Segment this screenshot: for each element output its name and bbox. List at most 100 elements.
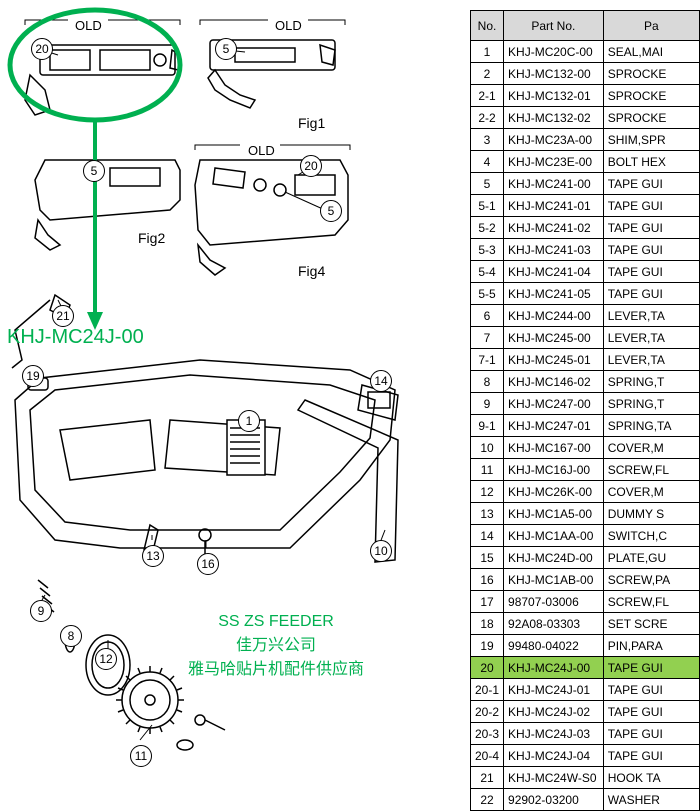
cell-no: 16 (471, 569, 504, 591)
cell-no: 5-3 (471, 239, 504, 261)
cell-partno: KHJ-MC16J-00 (504, 459, 604, 481)
cell-no: 8 (471, 371, 504, 393)
cell-partno: KHJ-MC1AB-00 (504, 569, 604, 591)
cell-partno: KHJ-MC247-00 (504, 393, 604, 415)
cell-no: 2-2 (471, 107, 504, 129)
cell-no: 5-2 (471, 217, 504, 239)
cell-partname: COVER,M (603, 481, 699, 503)
cell-no: 19 (471, 635, 504, 657)
cell-partno: KHJ-MC24J-02 (504, 701, 604, 723)
cell-no: 14 (471, 525, 504, 547)
callout-11: 11 (130, 745, 152, 767)
cell-no: 2-1 (471, 85, 504, 107)
cell-partno: KHJ-MC20C-00 (504, 41, 604, 63)
table-row: 21KHJ-MC24W-S0HOOK TA (471, 767, 700, 789)
callout-14: 14 (370, 370, 392, 392)
cell-no: 5 (471, 173, 504, 195)
cell-partno: KHJ-MC244-00 (504, 305, 604, 327)
cell-partno: KHJ-MC132-00 (504, 63, 604, 85)
cell-partno: KHJ-MC241-04 (504, 261, 604, 283)
cell-partname: SPROCKE (603, 107, 699, 129)
cell-partno: KHJ-MC241-01 (504, 195, 604, 217)
callout-16: 16 (197, 553, 219, 575)
table-row: 1892A08-03303SET SCRE (471, 613, 700, 635)
cell-partno: 98707-03006 (504, 591, 604, 613)
table-row: 12KHJ-MC26K-00COVER,M (471, 481, 700, 503)
cell-no: 3 (471, 129, 504, 151)
cell-partno: KHJ-MC132-02 (504, 107, 604, 129)
cell-partname: SPROCKE (603, 63, 699, 85)
cell-no: 20-1 (471, 679, 504, 701)
table-row: 20-4KHJ-MC24J-04TAPE GUI (471, 745, 700, 767)
cell-partname: SCREW,FL (603, 459, 699, 481)
cell-partno: 92A08-03303 (504, 613, 604, 635)
cell-no: 18 (471, 613, 504, 635)
cell-partname: LEVER,TA (603, 349, 699, 371)
info-line3: 雅马哈贴片机配件供应商 (188, 658, 364, 682)
cell-partname: HOOK TA (603, 767, 699, 789)
cell-no: 20-4 (471, 745, 504, 767)
col-no: No. (471, 11, 504, 41)
cell-no: 1 (471, 41, 504, 63)
callout-12: 12 (95, 648, 117, 670)
callout-13: 13 (142, 545, 164, 567)
table-row: 1999480-04022PIN,PARA (471, 635, 700, 657)
cell-no: 9 (471, 393, 504, 415)
cell-partname: SCREW,FL (603, 591, 699, 613)
cell-partname: PLATE,GU (603, 547, 699, 569)
table-row: 5-4KHJ-MC241-04TAPE GUI (471, 261, 700, 283)
cell-no: 7-1 (471, 349, 504, 371)
cell-no: 20 (471, 657, 504, 679)
table-row: 10KHJ-MC167-00COVER,M (471, 437, 700, 459)
cell-partname: SCREW,PA (603, 569, 699, 591)
table-row: 5-2KHJ-MC241-02TAPE GUI (471, 217, 700, 239)
fig-label: Fig4 (298, 263, 325, 279)
cell-partname: SPRING,T (603, 371, 699, 393)
table-row: 14KHJ-MC1AA-00SWITCH,C (471, 525, 700, 547)
table-row: 20KHJ-MC24J-00TAPE GUI (471, 657, 700, 679)
table-row: 9-1KHJ-MC247-01SPRING,TA (471, 415, 700, 437)
cell-no: 10 (471, 437, 504, 459)
table-row: 5-5KHJ-MC241-05TAPE GUI (471, 283, 700, 305)
cell-no: 5-5 (471, 283, 504, 305)
cell-partno: KHJ-MC241-00 (504, 173, 604, 195)
cell-partname: TAPE GUI (603, 679, 699, 701)
table-row: 16KHJ-MC1AB-00SCREW,PA (471, 569, 700, 591)
table-row: 2KHJ-MC132-00SPROCKE (471, 63, 700, 85)
cell-partno: KHJ-MC247-01 (504, 415, 604, 437)
cell-partno: KHJ-MC26K-00 (504, 481, 604, 503)
cell-partno: KHJ-MC24W-S0 (504, 767, 604, 789)
table-row: 2-2KHJ-MC132-02SPROCKE (471, 107, 700, 129)
cell-partno: 99480-04022 (504, 635, 604, 657)
cell-partno: KHJ-MC24J-01 (504, 679, 604, 701)
cell-partno: KHJ-MC24J-00 (504, 657, 604, 679)
cell-no: 15 (471, 547, 504, 569)
old-label: OLD (75, 18, 102, 33)
cell-partname: SHIM,SPR (603, 129, 699, 151)
table-row: 2-1KHJ-MC132-01SPROCKE (471, 85, 700, 107)
cell-partname: LEVER,TA (603, 305, 699, 327)
cell-partname: TAPE GUI (603, 173, 699, 195)
cell-partname: SPRING,T (603, 393, 699, 415)
cell-no: 2 (471, 63, 504, 85)
table-row: 20-1KHJ-MC24J-01TAPE GUI (471, 679, 700, 701)
parts-table: No. Part No. Pa 1KHJ-MC20C-00SEAL,MAI2KH… (470, 10, 700, 811)
cell-partno: KHJ-MC23A-00 (504, 129, 604, 151)
callout-9: 9 (30, 600, 52, 622)
cell-no: 11 (471, 459, 504, 481)
company-info-block: SS ZS FEEDER 佳万兴公司 雅马哈贴片机配件供应商 (188, 610, 364, 682)
cell-partname: SEAL,MAI (603, 41, 699, 63)
cell-partname: SWITCH,C (603, 525, 699, 547)
cell-no: 6 (471, 305, 504, 327)
cell-no: 5-1 (471, 195, 504, 217)
cell-no: 20-3 (471, 723, 504, 745)
cell-partname: TAPE GUI (603, 701, 699, 723)
old-label: OLD (275, 18, 302, 33)
table-row: 13KHJ-MC1A5-00DUMMY S (471, 503, 700, 525)
table-header-row: No. Part No. Pa (471, 11, 700, 41)
cell-partname: LEVER,TA (603, 327, 699, 349)
cell-no: 20-2 (471, 701, 504, 723)
cell-no: 9-1 (471, 415, 504, 437)
fig-label: Fig1 (298, 115, 325, 131)
cell-partname: TAPE GUI (603, 261, 699, 283)
